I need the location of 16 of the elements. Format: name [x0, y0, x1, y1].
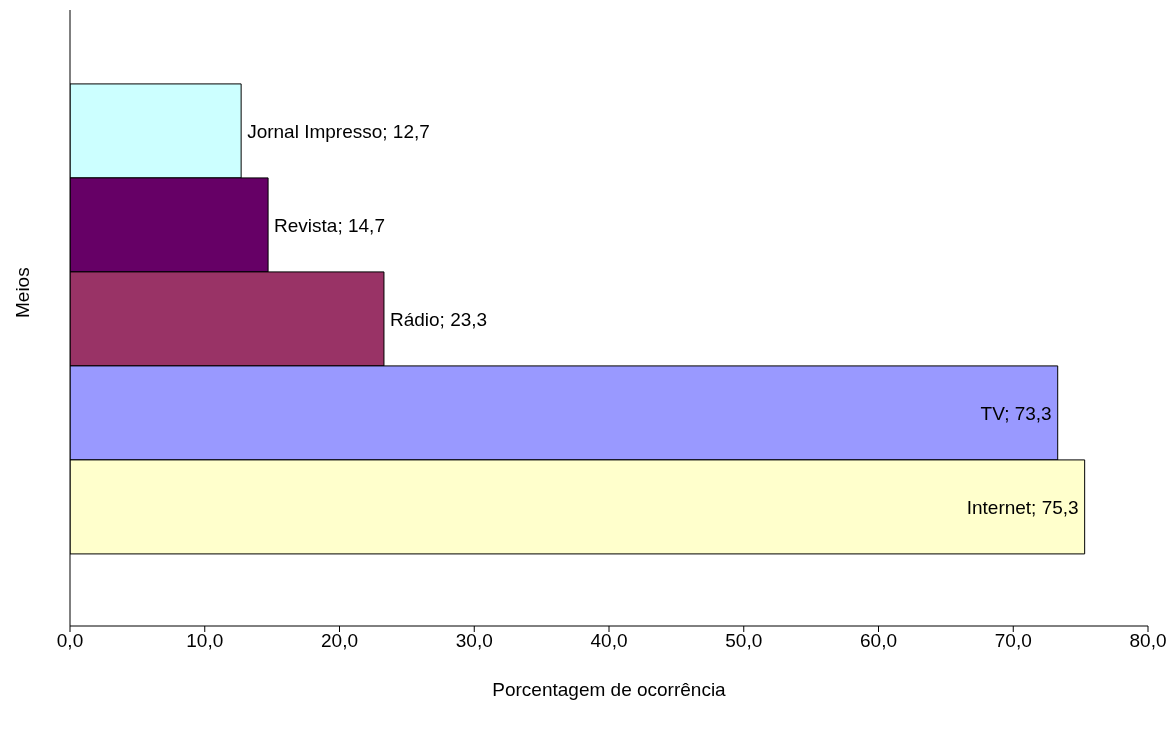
data-label: Jornal Impresso; 12,7 [247, 120, 430, 142]
data-label: Rádio; 23,3 [389, 308, 488, 330]
data-label: TV; 73,3 [980, 402, 1052, 424]
y-axis-title: Meios [11, 267, 33, 318]
x-tick-label: 40,0 [590, 630, 628, 652]
x-axis-title: Porcentagem de ocorrência [492, 679, 727, 700]
x-tick-label: 50,0 [725, 630, 763, 652]
data-label: Internet; 75,3 [966, 496, 1079, 518]
data-label: Revista; 14,7 [274, 214, 385, 236]
x-tick-label: 20,0 [321, 630, 358, 652]
x-tick-label: 70,0 [994, 630, 1032, 652]
x-tick-label: 60,0 [860, 630, 897, 652]
x-tick-label: 10,0 [186, 630, 224, 652]
x-tick-label: 30,0 [455, 630, 493, 652]
x-tick-label: 80,0 [1129, 630, 1167, 652]
x-tick-label: 0,0 [56, 630, 84, 652]
